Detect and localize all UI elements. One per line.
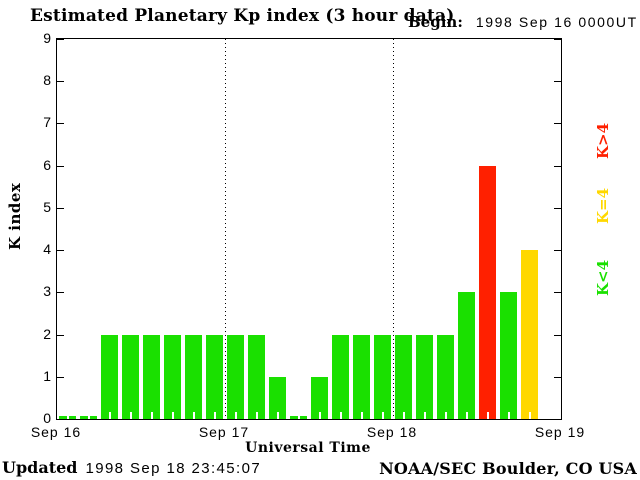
hour-tick bbox=[108, 412, 111, 419]
y-axis-tick bbox=[554, 123, 561, 124]
kp-bar bbox=[269, 377, 286, 419]
hour-tick bbox=[402, 412, 405, 419]
kp-bar bbox=[143, 335, 160, 419]
y-axis-tick bbox=[57, 166, 64, 167]
hour-tick bbox=[423, 412, 426, 419]
kp-bar bbox=[374, 335, 391, 419]
hour-tick bbox=[318, 412, 321, 419]
hour-tick bbox=[234, 412, 237, 419]
updated-value: 1998 Sep 18 23:45:07 bbox=[85, 460, 262, 477]
plot-area bbox=[56, 38, 562, 420]
begin-info: Begin: 1998 Sep 16 0000UT bbox=[408, 13, 638, 31]
y-axis-tick bbox=[554, 166, 561, 167]
hour-tick bbox=[192, 412, 195, 419]
hour-tick bbox=[444, 412, 447, 419]
y-axis-tick bbox=[554, 377, 561, 378]
hour-tick bbox=[507, 412, 510, 419]
kp-bar bbox=[437, 335, 454, 419]
y-axis-tick bbox=[554, 419, 561, 420]
x-axis-title: Universal Time bbox=[245, 440, 371, 456]
legend-item-k-gt-4: K>4 bbox=[594, 122, 612, 160]
x-axis-tick-label: Sep 19 bbox=[534, 424, 586, 440]
y-axis-tick bbox=[554, 250, 561, 251]
kp-bar bbox=[248, 335, 265, 419]
y-axis-tick bbox=[57, 123, 64, 124]
y-axis-tick-label: 7 bbox=[43, 114, 51, 130]
y-axis-tick-label: 4 bbox=[43, 241, 51, 257]
kp-bar bbox=[164, 335, 181, 419]
y-axis-tick bbox=[554, 81, 561, 82]
y-axis-tick bbox=[554, 208, 561, 209]
y-axis-tick bbox=[554, 39, 561, 40]
hour-tick bbox=[87, 412, 90, 419]
legend-item-k-lt-4: K<4 bbox=[594, 259, 612, 297]
y-axis-tick-label: 3 bbox=[43, 283, 51, 299]
hour-tick bbox=[360, 412, 363, 419]
kp-bar bbox=[101, 335, 118, 419]
hour-tick bbox=[381, 412, 384, 419]
kp-bar bbox=[521, 250, 538, 419]
hour-tick bbox=[528, 412, 531, 419]
kp-bar bbox=[479, 166, 496, 419]
y-axis-tick bbox=[57, 292, 64, 293]
updated-text: Updated 1998 Sep 18 23:45:07 bbox=[2, 458, 261, 477]
hour-tick bbox=[213, 412, 216, 419]
y-axis-tick-label: 9 bbox=[43, 30, 51, 46]
credit-text: NOAA/SEC Boulder, CO USA bbox=[379, 459, 637, 478]
kp-bar bbox=[395, 335, 412, 419]
y-axis-tick-label: 6 bbox=[43, 157, 51, 173]
hour-tick bbox=[129, 412, 132, 419]
y-axis-tick bbox=[57, 208, 64, 209]
y-axis-tick bbox=[57, 250, 64, 251]
kp-bar bbox=[332, 335, 349, 419]
chart-title: Estimated Planetary Kp index (3 hour dat… bbox=[30, 6, 455, 26]
hour-tick bbox=[171, 412, 174, 419]
kp-bar bbox=[416, 335, 433, 419]
hour-tick bbox=[339, 412, 342, 419]
y-axis-title: K index bbox=[6, 182, 24, 250]
hour-tick bbox=[255, 412, 258, 419]
hour-tick bbox=[486, 412, 489, 419]
y-axis-tick bbox=[57, 81, 64, 82]
x-axis-tick-label: Sep 16 bbox=[30, 424, 82, 440]
hour-tick bbox=[465, 412, 468, 419]
y-axis-tick-label: 2 bbox=[43, 326, 51, 342]
y-axis-tick bbox=[554, 292, 561, 293]
y-axis-tick-label: 5 bbox=[43, 199, 51, 215]
kp-bar bbox=[122, 335, 139, 419]
kp-bar bbox=[59, 412, 76, 419]
y-axis-tick bbox=[57, 335, 64, 336]
kp-bar bbox=[206, 335, 223, 419]
begin-value: 1998 Sep 16 0000UT bbox=[475, 14, 638, 30]
hour-tick bbox=[297, 412, 300, 419]
legend-item-k-eq-4: K=4 bbox=[594, 187, 612, 225]
kp-bar bbox=[311, 377, 328, 419]
x-axis-tick-label: Sep 18 bbox=[366, 424, 418, 440]
y-axis-tick bbox=[554, 335, 561, 336]
kp-bar bbox=[500, 292, 517, 419]
hour-tick bbox=[66, 412, 69, 419]
hour-tick bbox=[150, 412, 153, 419]
y-axis-tick-label: 0 bbox=[43, 410, 51, 426]
x-axis-tick-label: Sep 17 bbox=[198, 424, 250, 440]
y-axis-tick-label: 8 bbox=[43, 72, 51, 88]
y-axis-tick bbox=[57, 39, 64, 40]
updated-label: Updated bbox=[2, 458, 78, 477]
kp-bar bbox=[353, 335, 370, 419]
kp-bar bbox=[185, 335, 202, 419]
hour-tick bbox=[276, 412, 279, 419]
y-axis-tick bbox=[57, 419, 64, 420]
begin-label: Begin: bbox=[408, 13, 463, 31]
day-boundary-gridline bbox=[225, 39, 226, 419]
day-boundary-gridline bbox=[393, 39, 394, 419]
kp-bar bbox=[290, 412, 307, 419]
y-axis-tick-label: 1 bbox=[43, 368, 51, 384]
y-axis-tick bbox=[57, 377, 64, 378]
kp-bar bbox=[227, 335, 244, 419]
kp-bar bbox=[458, 292, 475, 419]
kp-bar bbox=[80, 412, 97, 419]
